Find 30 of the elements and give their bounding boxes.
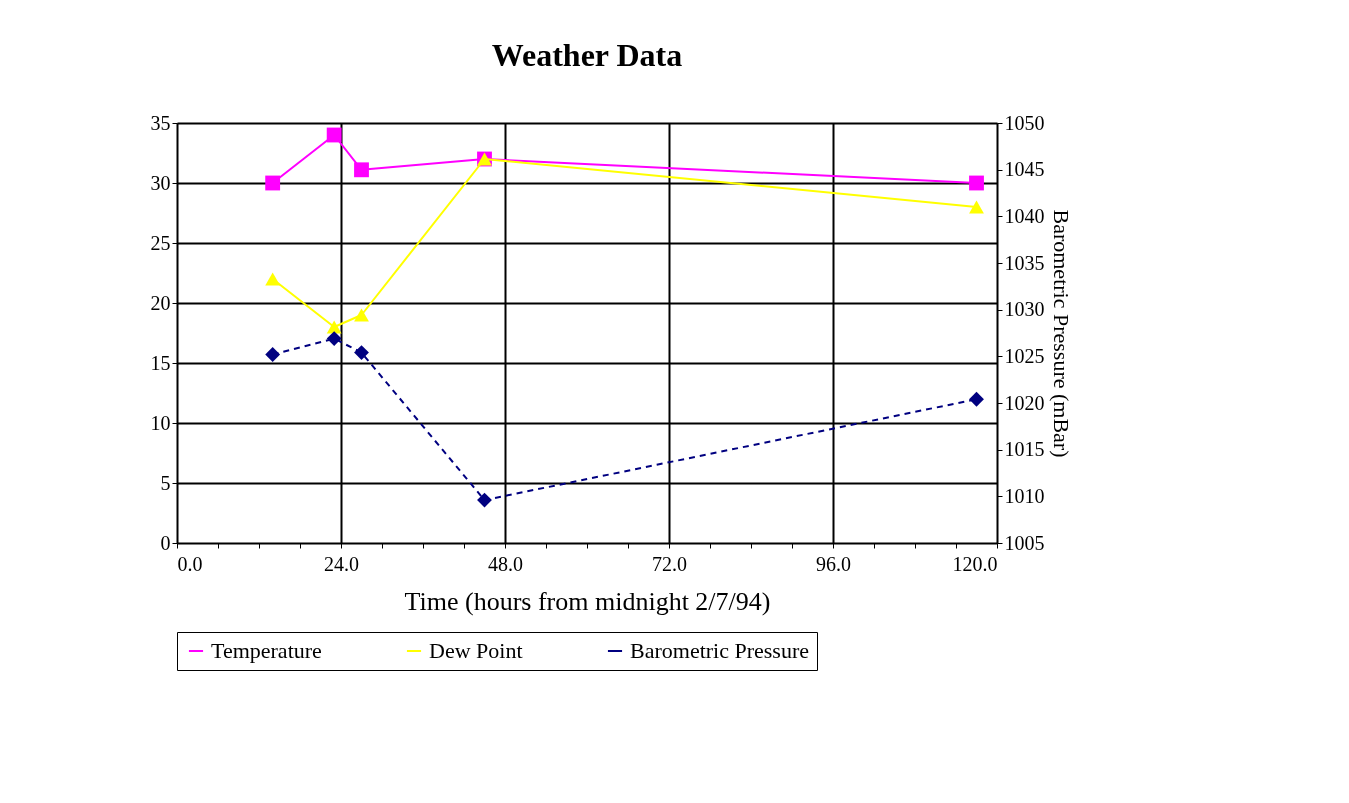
y2-tick-label: 1025 [1004,344,1045,367]
x-tick-label: 96.0 [816,552,851,575]
y2-axis-title: Barometric Pressure (mBar) [1048,209,1074,458]
y-tick-label: 25 [150,231,171,254]
y2-tick-label: 1050 [1004,111,1045,134]
y-tick-label: 35 [150,111,171,134]
y-tick-label: 5 [160,471,171,494]
y2-tick-label: 1030 [1004,298,1045,321]
y-tick-label: 0 [160,531,171,554]
x-tick-label: 48.0 [488,552,523,575]
y2-tick-label: 1010 [1004,484,1045,507]
legend-label: Dew Point [429,638,523,663]
y2-tick-label: 1005 [1004,531,1045,554]
y2-tick-label: 1020 [1004,391,1045,414]
y-tick-label: 10 [150,411,171,434]
x-axis-title: Time (hours from midnight 2/7/94) [404,586,771,616]
legend-label: Barometric Pressure [630,638,809,663]
y2-tick-label: 1035 [1004,251,1045,274]
legend-label: Temperature [211,638,322,663]
x-tick-label: 120.0 [952,552,998,575]
y-tick-label: 20 [150,291,171,314]
x-tick-label: 24.0 [324,552,359,575]
y2-tick-label: 1040 [1004,204,1045,227]
chart-title: Weather Data [491,37,683,73]
x-tick-label: 72.0 [652,552,687,575]
x-tick-label: 0.0 [177,552,203,575]
y2-tick-label: 1045 [1004,158,1045,181]
y2-tick-label: 1015 [1004,438,1045,461]
y-tick-label: 30 [150,171,171,194]
y-tick-label: 15 [150,351,171,374]
